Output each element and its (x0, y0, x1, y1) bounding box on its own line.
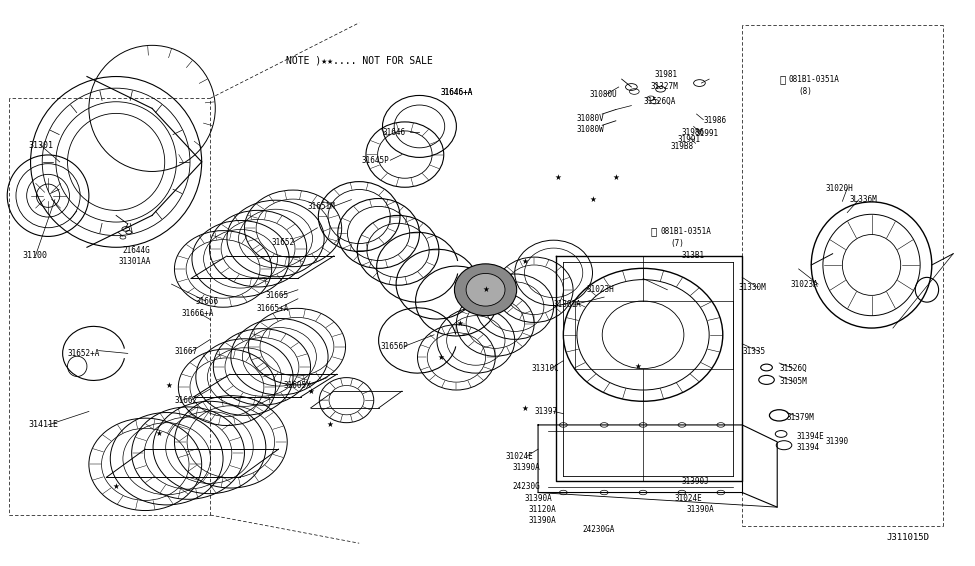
Text: 21644G: 21644G (123, 246, 151, 255)
Text: 31986: 31986 (682, 127, 705, 136)
Text: NOTE )★★.... NOT FOR SALE: NOTE )★★.... NOT FOR SALE (287, 55, 433, 66)
Text: 31379M: 31379M (787, 413, 815, 422)
Text: 31645P: 31645P (361, 156, 389, 165)
Text: 31305M: 31305M (779, 377, 807, 386)
Text: 31301A: 31301A (554, 300, 581, 309)
Text: ★: ★ (521, 257, 527, 266)
Text: 31646+A: 31646+A (441, 88, 473, 97)
Text: 31652+A: 31652+A (67, 349, 99, 358)
Text: ★: ★ (589, 195, 596, 204)
Text: J311015D: J311015D (887, 533, 930, 542)
Text: 31100: 31100 (22, 251, 48, 260)
Text: ★: ★ (307, 387, 314, 396)
Text: (8): (8) (799, 87, 812, 96)
Text: ★: ★ (612, 173, 619, 182)
Text: 31397: 31397 (534, 407, 558, 416)
Text: 31526Q: 31526Q (779, 364, 807, 373)
Text: 31390A: 31390A (525, 494, 552, 503)
Text: 31020H: 31020H (826, 184, 853, 193)
Text: ★: ★ (482, 285, 489, 294)
Text: 081B1-0351A: 081B1-0351A (660, 227, 712, 235)
Text: 31981: 31981 (655, 70, 678, 79)
Text: 31023A: 31023A (791, 280, 819, 289)
Text: 081B1-0351A: 081B1-0351A (789, 75, 839, 84)
Ellipse shape (454, 264, 517, 316)
Text: Ⓑ: Ⓑ (651, 226, 657, 236)
Text: 31080U: 31080U (590, 90, 617, 99)
Text: 31526QA: 31526QA (644, 97, 676, 106)
Text: 31394: 31394 (797, 443, 820, 452)
Text: 31024E: 31024E (505, 452, 532, 461)
Text: 31666+A: 31666+A (181, 310, 214, 319)
Text: 24230G: 24230G (513, 482, 540, 491)
Text: 31991: 31991 (695, 128, 719, 138)
Text: 31080V: 31080V (577, 114, 604, 123)
Text: ★: ★ (438, 353, 445, 362)
Text: ★: ★ (155, 430, 162, 439)
Text: 319B8: 319B8 (670, 142, 693, 151)
Text: 31666: 31666 (196, 297, 219, 306)
Text: 31394E: 31394E (797, 432, 825, 441)
Text: 24230GA: 24230GA (583, 525, 615, 534)
Text: 31646: 31646 (382, 127, 406, 136)
Text: 31310C: 31310C (531, 364, 559, 373)
Text: 31023H: 31023H (587, 285, 614, 294)
Text: 31330M: 31330M (738, 283, 766, 292)
Text: 31411E: 31411E (28, 421, 58, 430)
Text: ★: ★ (554, 173, 561, 182)
Text: ★: ★ (635, 362, 642, 371)
Text: 31335: 31335 (742, 347, 765, 356)
Text: ★: ★ (457, 319, 464, 328)
Text: 31656P: 31656P (380, 341, 409, 350)
Text: 31390: 31390 (826, 438, 849, 447)
Text: 31605X: 31605X (284, 381, 311, 390)
Text: 313B1: 313B1 (682, 251, 705, 260)
Text: 31390J: 31390J (682, 477, 710, 486)
Text: 31024E: 31024E (674, 494, 702, 503)
Text: 31665: 31665 (266, 291, 289, 300)
Text: 31652: 31652 (272, 238, 294, 247)
Text: ★: ★ (113, 482, 120, 491)
Text: 3L336M: 3L336M (849, 195, 877, 204)
Text: 31120A: 31120A (528, 505, 556, 514)
Text: ★: ★ (165, 381, 172, 390)
Text: 31986: 31986 (703, 116, 726, 125)
Text: 31390A: 31390A (686, 505, 715, 514)
Text: 31327M: 31327M (651, 83, 679, 92)
Text: ★: ★ (521, 404, 527, 413)
Text: 31991: 31991 (677, 135, 700, 144)
Ellipse shape (466, 273, 505, 306)
Text: 31390A: 31390A (513, 463, 540, 472)
Text: 31301AA: 31301AA (118, 257, 150, 266)
Text: Ⓑ: Ⓑ (779, 74, 786, 84)
Text: 31651M: 31651M (308, 203, 335, 212)
Text: (7): (7) (670, 239, 684, 248)
Text: 31667: 31667 (175, 347, 198, 356)
Text: 31301: 31301 (28, 140, 54, 149)
Text: 31665+A: 31665+A (256, 304, 289, 313)
Text: 31662: 31662 (175, 396, 198, 405)
Text: 31646+A: 31646+A (441, 88, 473, 97)
Text: 31080W: 31080W (577, 125, 604, 134)
Text: 31390A: 31390A (528, 516, 556, 525)
Text: ★: ★ (327, 421, 333, 430)
